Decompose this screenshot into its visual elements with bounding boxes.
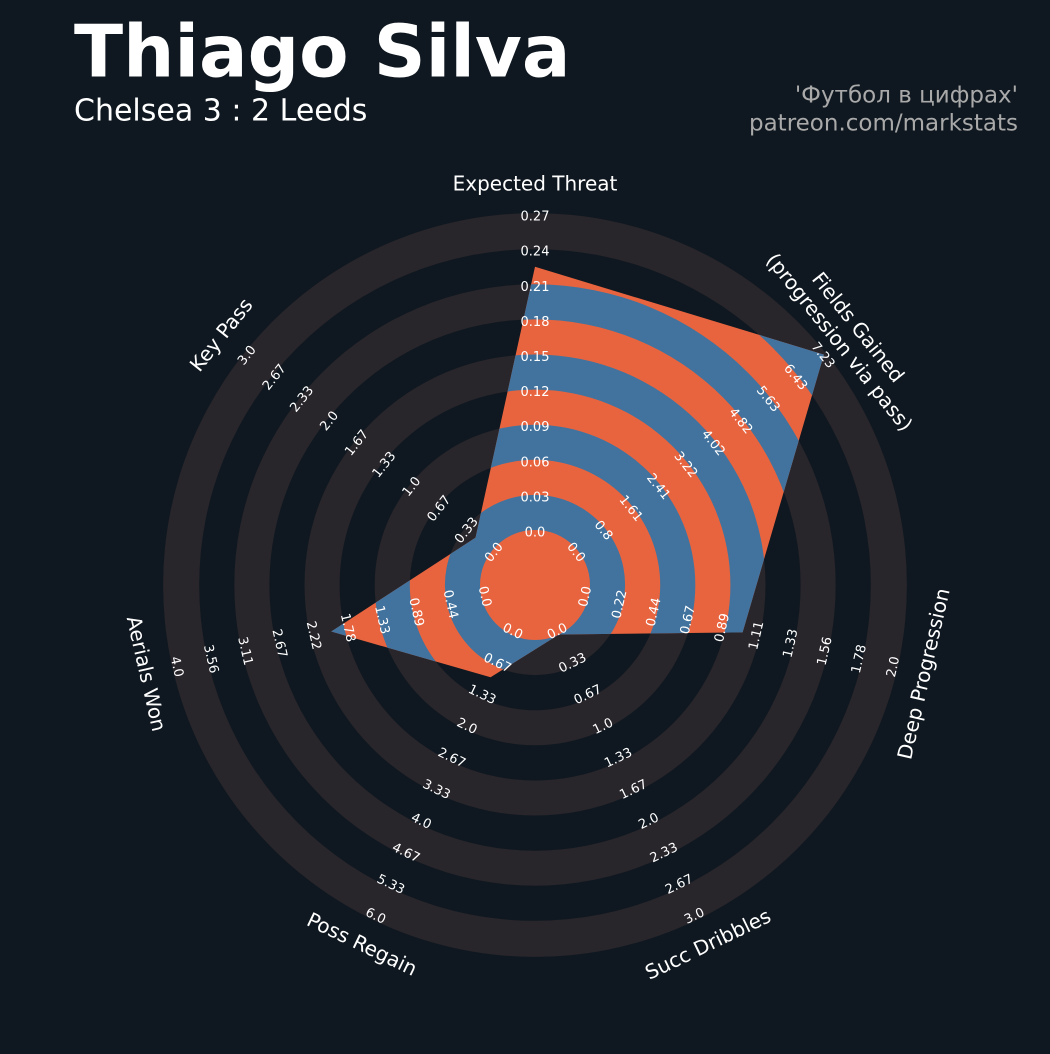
- tick-label: 0.89: [712, 612, 733, 644]
- tick-label: 0.21: [521, 280, 550, 295]
- tick-label: 4.0: [167, 655, 186, 679]
- tick-label: 0.44: [644, 596, 665, 628]
- tick-label: 0.89: [405, 596, 426, 628]
- chart-subtitle: Chelsea 3 : 2 Leeds: [74, 94, 367, 129]
- tick-label: 0.12: [521, 385, 550, 400]
- tick-label: 0.0: [576, 585, 595, 609]
- tick-label: 0.03: [521, 490, 550, 505]
- tick-label: 3.56: [200, 643, 221, 675]
- tick-label: 1.33: [371, 604, 392, 636]
- tick-label: 0.27: [521, 210, 550, 225]
- tick-label: 0.18: [521, 315, 550, 330]
- axis-label: Expected Threat: [453, 172, 618, 196]
- tick-label: 2.22: [303, 620, 324, 652]
- tick-label: 1.11: [746, 620, 767, 652]
- chart-title: Thiago Silva: [74, 10, 570, 94]
- tick-label: 1.78: [849, 643, 870, 675]
- tick-label: 0.0: [475, 585, 494, 609]
- tick-label: 0.22: [609, 589, 630, 621]
- tick-label: 2.0: [884, 655, 903, 679]
- tick-label: 0.09: [521, 420, 550, 435]
- center-circle: [485, 535, 585, 635]
- credit: 'Футбол в цифрах': [795, 83, 1018, 109]
- tick-label: 0.06: [521, 455, 550, 470]
- tick-label: 0.0: [525, 526, 546, 541]
- tick-label: 0.67: [678, 604, 699, 636]
- tick-label: 1.33: [780, 628, 801, 660]
- tick-label: 1.78: [337, 612, 358, 644]
- tick-label: 0.15: [521, 350, 550, 365]
- tick-label: 3.11: [234, 635, 255, 667]
- plot: [331, 266, 824, 678]
- tick-label: 0.44: [440, 589, 461, 621]
- tick-label: 1.56: [815, 635, 836, 667]
- credit: patreon.com/markstats: [749, 111, 1018, 137]
- tick-label: 2.67: [268, 628, 289, 660]
- tick-label: 0.24: [521, 245, 550, 260]
